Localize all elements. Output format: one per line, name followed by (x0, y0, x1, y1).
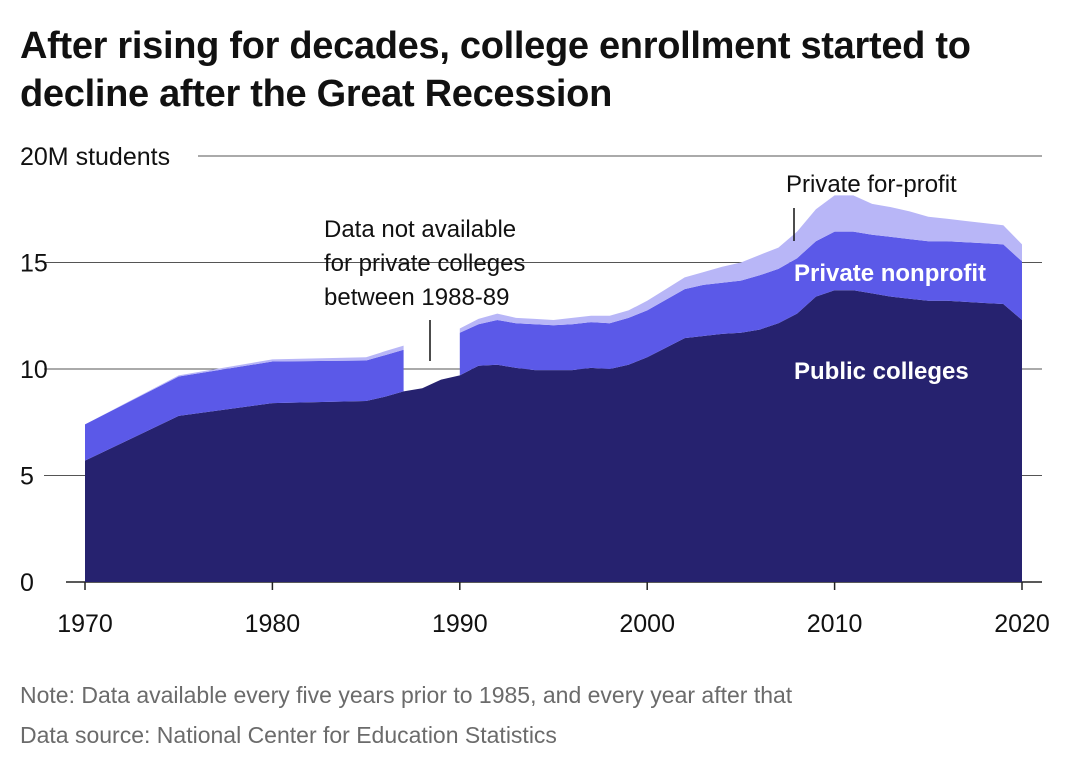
forprofit-label: Private for-profit (786, 171, 957, 198)
enrollment-area-chart: 0 5 10 15 20M students 1970 1980 1990 2000 2010 2… (20, 143, 1050, 638)
stacked-areas (85, 195, 1022, 582)
x-tick-label-1970: 1970 (57, 610, 113, 638)
y-tick-label-0: 0 (20, 569, 34, 597)
x-tick-label-1990: 1990 (432, 610, 488, 638)
axis-ticks (84, 582, 1023, 590)
gap-note-line-1: Data not available (324, 216, 516, 243)
data-source: Data source: National Center for Educati… (20, 722, 557, 748)
x-tick-label-2010: 2010 (807, 610, 863, 638)
chart-title: After rising for decades, college enroll… (20, 25, 971, 115)
annotations: Data not available for private colleges … (324, 171, 986, 385)
y-axis-labels: 0 5 10 15 20M students (20, 143, 170, 597)
x-axis-labels: 1970 1980 1990 2000 2010 2020 (57, 610, 1050, 638)
x-tick-label-2000: 2000 (619, 610, 675, 638)
x-tick-label-1980: 1980 (245, 610, 301, 638)
area-public-colleges-0 (85, 290, 1022, 582)
y-tick-label-10: 10 (20, 356, 48, 384)
y-tick-label-5: 5 (20, 463, 34, 491)
area-private-for-profit-1 (459, 195, 1022, 333)
area-private-nonprofit-0 (85, 349, 404, 461)
nonprofit-label: Private nonprofit (794, 260, 986, 287)
footnote: Note: Data available every five years pr… (20, 682, 793, 708)
y-tick-label-20: 20M students (20, 143, 170, 171)
y-tick-label-15: 15 (20, 250, 48, 278)
x-tick-label-2020: 2020 (994, 610, 1050, 638)
public-label: Public colleges (794, 358, 969, 385)
area-private-nonprofit-1 (459, 231, 1022, 376)
gap-note-line-2: for private colleges (324, 250, 525, 277)
gap-note-line-3: between 1988-89 (324, 284, 509, 311)
